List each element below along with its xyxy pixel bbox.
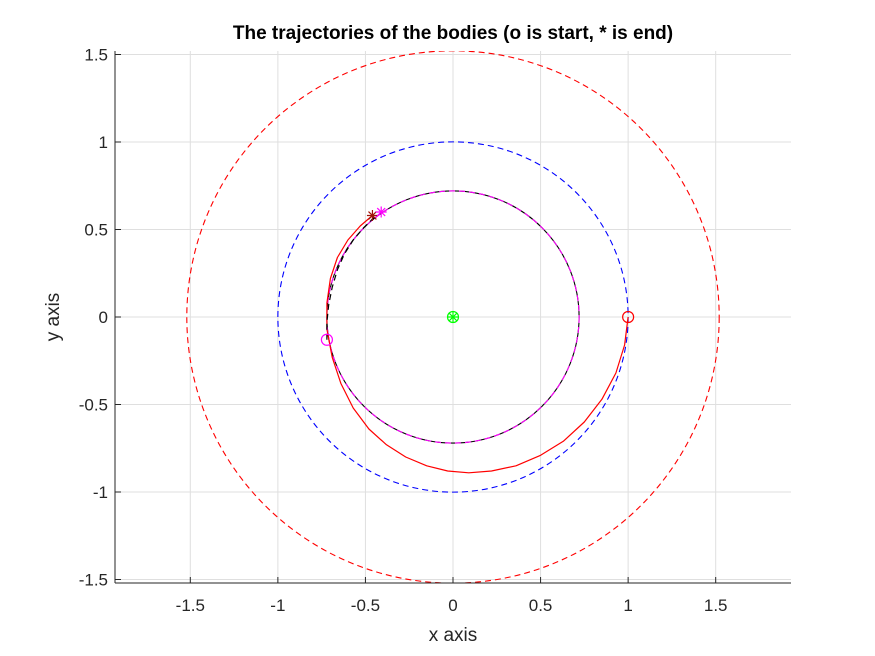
chart-title: The trajectories of the bodies (o is sta… bbox=[233, 23, 673, 44]
x-tick-label: -0.5 bbox=[351, 596, 380, 615]
x-tick-label: -1.5 bbox=[176, 596, 205, 615]
tick-labels: -1.5 -1 -0.5 0 0.5 1 1.5 -1.5 -1 -0.5 0 0.5 1 1.5 bbox=[79, 46, 728, 616]
x-tick-label: 0.5 bbox=[529, 596, 553, 615]
y-tick-label: -1 bbox=[93, 483, 108, 502]
plot-area bbox=[186, 51, 720, 583]
axes bbox=[114, 51, 791, 584]
start-marker bbox=[320, 333, 334, 346]
y-tick-label: 1 bbox=[99, 133, 108, 152]
y-tick-label: 0.5 bbox=[84, 221, 108, 240]
x-tick-label: 1 bbox=[623, 596, 632, 615]
trajectory-line bbox=[326, 216, 375, 340]
y-tick-label: 1.5 bbox=[84, 46, 108, 65]
x-tick-label: 1.5 bbox=[704, 596, 728, 615]
x-axis-label: x axis bbox=[429, 625, 478, 646]
x-tick-label: -1 bbox=[270, 596, 285, 615]
y-tick-label: -0.5 bbox=[79, 396, 108, 415]
x-tick-label: 0 bbox=[448, 596, 457, 615]
end-marker bbox=[366, 210, 378, 221]
y-tick-label: -1.5 bbox=[79, 571, 108, 590]
start-marker bbox=[622, 310, 635, 324]
y-tick-label: 0 bbox=[99, 308, 108, 327]
end-marker bbox=[375, 206, 387, 218]
data-series-group bbox=[186, 51, 720, 583]
orbit-circle bbox=[186, 51, 720, 583]
end-marker bbox=[447, 311, 459, 323]
orbit-circle bbox=[277, 141, 629, 493]
trajectory-line bbox=[326, 215, 629, 474]
y-axis-label: y axis bbox=[43, 293, 64, 342]
